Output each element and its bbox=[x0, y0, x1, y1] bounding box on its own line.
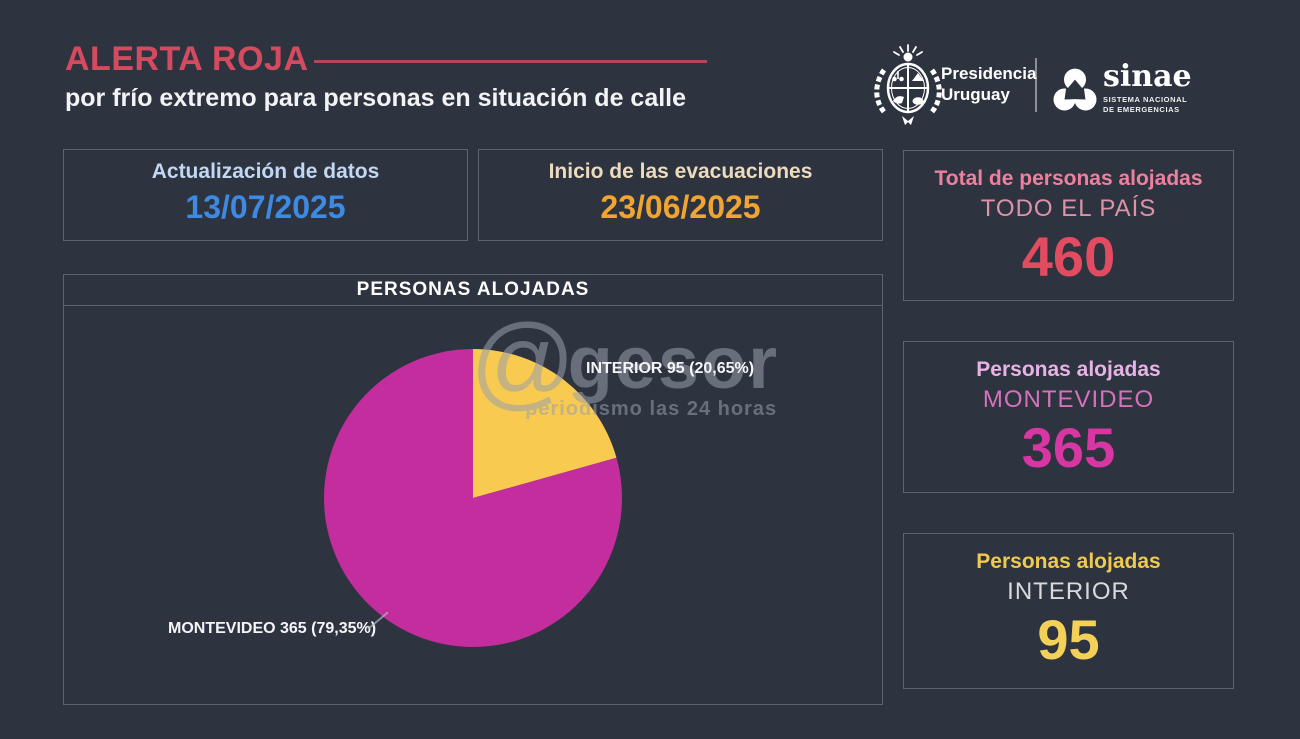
chart-title: PERSONAS ALOJADAS bbox=[64, 275, 882, 306]
presidencia-line1: Presidencia bbox=[941, 64, 1037, 83]
stat-total-value: 460 bbox=[1021, 225, 1116, 288]
page-subtitle: por frío extremo para personas en situac… bbox=[65, 84, 687, 112]
data-update-date: 13/07/2025 bbox=[185, 189, 346, 225]
stat-box-total: Total de personas alojadas TODO EL PAÍS … bbox=[903, 150, 1234, 301]
stat-total-title: Total de personas alojadas bbox=[934, 167, 1203, 190]
uruguay-coat-of-arms-icon bbox=[874, 44, 942, 125]
chart-panel: PERSONAS ALOJADAS @ gesor periodismo las… bbox=[63, 274, 883, 705]
pie-slice-montevideo bbox=[323, 349, 622, 647]
watermark-tagline: periodismo las 24 horas bbox=[525, 398, 778, 420]
data-update-label: Actualización de datos bbox=[151, 160, 380, 183]
logo-divider bbox=[1035, 58, 1037, 112]
sinae-subtitle-line1: SISTEMA NACIONAL bbox=[1103, 95, 1188, 104]
pie-slice-interior bbox=[473, 349, 617, 498]
chart-area: @ gesor periodismo las 24 horas INTERIOR… bbox=[64, 306, 882, 703]
watermark-name: gesor bbox=[567, 320, 780, 404]
sinae-wordmark: sinae SISTEMA NACIONAL DE EMERGENCIAS bbox=[1103, 62, 1192, 114]
stat-montevideo-title: Personas alojadas bbox=[976, 358, 1161, 381]
sinae-name: sinae bbox=[1103, 59, 1192, 94]
stat-interior-value: 95 bbox=[1037, 608, 1100, 671]
pie-label-interior: INTERIOR 95 (20,65%) bbox=[586, 360, 755, 377]
stat-box-montevideo: Personas alojadas MONTEVIDEO 365 bbox=[903, 341, 1234, 493]
stat-box-interior: Personas alojadas INTERIOR 95 bbox=[903, 533, 1234, 689]
evacuations-start-date: 23/06/2025 bbox=[600, 189, 761, 225]
title-underline bbox=[314, 60, 707, 63]
data-update-box: Actualización de datos 13/07/2025 bbox=[63, 149, 468, 241]
stat-total-scope: TODO EL PAÍS bbox=[980, 195, 1157, 222]
stat-interior-scope: INTERIOR bbox=[1007, 578, 1130, 605]
stat-montevideo-value: 365 bbox=[1021, 416, 1116, 479]
stat-montevideo-scope: MONTEVIDEO bbox=[982, 386, 1155, 413]
presidencia-line2: Uruguay bbox=[941, 85, 1010, 104]
watermark: @ gesor periodismo las 24 horas bbox=[470, 310, 779, 421]
evacuations-start-box: Inicio de las evacuaciones 23/06/2025 bbox=[478, 149, 883, 241]
sinae-subtitle: SISTEMA NACIONAL DE EMERGENCIAS bbox=[1103, 95, 1192, 114]
sinae-subtitle-line2: DE EMERGENCIAS bbox=[1103, 104, 1180, 114]
presidencia-wordmark: Presidencia Uruguay bbox=[941, 63, 1036, 105]
pie-chart bbox=[323, 349, 622, 647]
sinae-icon bbox=[1053, 68, 1097, 111]
evacuations-start-label: Inicio de las evacuaciones bbox=[548, 160, 813, 183]
pie-label-montevideo: MONTEVIDEO 365 (79,35%) bbox=[168, 620, 377, 637]
page-title: ALERTA ROJA bbox=[65, 40, 309, 78]
stat-interior-title: Personas alojadas bbox=[976, 550, 1161, 573]
watermark-at-symbol: @ bbox=[470, 304, 576, 420]
